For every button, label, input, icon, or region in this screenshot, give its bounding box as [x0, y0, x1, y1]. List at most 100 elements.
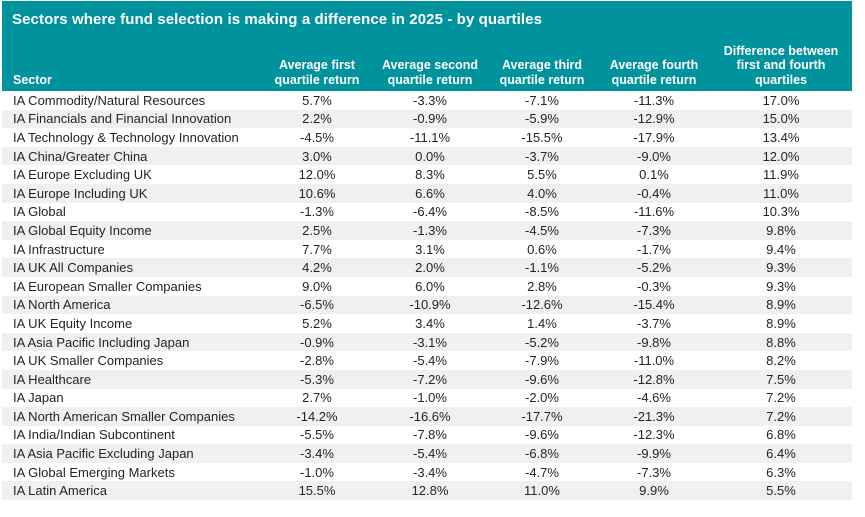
fourth-quartile-cell: 9.9%: [639, 483, 669, 499]
second-quartile-cell: 8.3%: [415, 167, 445, 183]
sector-cell: IA Asia Pacific Excluding Japan: [13, 446, 194, 462]
third-quartile-cell: -9.6%: [525, 427, 559, 443]
column-header-first-quartile: Average first quartile return: [260, 35, 374, 91]
third-quartile-cell: -15.5%: [521, 129, 563, 145]
sector-cell: IA Global Emerging Markets: [13, 464, 175, 480]
column-header-second-quartile: Average second quartile return: [374, 35, 486, 91]
table-row: IA North America -6.5% -10.9% -12.6% -15…: [2, 295, 852, 315]
sector-cell: IA Global: [13, 204, 66, 220]
table-row: IA North American Smaller Companies -14.…: [2, 407, 852, 426]
first-quartile-cell: 10.6%: [298, 185, 336, 201]
fourth-quartile-cell: -11.6%: [633, 204, 675, 220]
table-row: IA Asia Pacific Excluding Japan -3.4% -5…: [2, 444, 852, 463]
table-row: IA Technology & Technology Innovation -4…: [2, 128, 852, 147]
fourth-quartile-cell: -1.7%: [637, 241, 671, 257]
table-row: IA European Smaller Companies 9.0% 6.0% …: [2, 277, 852, 296]
third-quartile-cell: 5.5%: [527, 167, 557, 183]
table-row: IA Latin America 15.5% 12.8% 11.0% 9.9% …: [2, 481, 852, 501]
first-quartile-cell: 7.7%: [302, 241, 332, 257]
sector-cell: IA European Smaller Companies: [13, 278, 202, 294]
difference-cell: 9.4%: [766, 241, 796, 257]
difference-cell: 9.3%: [766, 260, 796, 276]
table-row: IA Commodity/Natural Resources 5.7% -3.3…: [2, 91, 852, 110]
fourth-quartile-cell: -12.8%: [633, 371, 675, 387]
third-quartile-cell: 0.6%: [527, 241, 557, 257]
first-quartile-cell: -5.5%: [300, 427, 334, 443]
third-quartile-cell: -5.2%: [525, 334, 559, 350]
third-quartile-cell: -7.9%: [525, 353, 559, 369]
fourth-quartile-cell: -7.3%: [637, 222, 671, 238]
table-row: IA Europe Excluding UK 12.0% 8.3% 5.5% 0…: [2, 165, 852, 184]
difference-cell: 9.8%: [766, 222, 796, 238]
difference-cell: 8.9%: [766, 315, 796, 331]
sector-cell: IA China/Greater China: [13, 148, 148, 164]
fourth-quartile-cell: -0.3%: [637, 278, 671, 294]
sector-cell: IA Japan: [13, 390, 64, 406]
difference-cell: 7.5%: [766, 371, 796, 387]
third-quartile-cell: 2.8%: [527, 278, 557, 294]
sector-cell: IA UK Equity Income: [13, 315, 133, 331]
first-quartile-cell: 2.2%: [302, 111, 332, 127]
fourth-quartile-cell: -15.4%: [633, 297, 675, 313]
fourth-quartile-cell: -9.9%: [637, 446, 671, 462]
table-row: IA India/Indian Subcontinent -5.5% -7.8%…: [2, 426, 852, 445]
third-quartile-cell: 11.0%: [524, 483, 560, 499]
third-quartile-cell: -8.5%: [525, 204, 559, 220]
fourth-quartile-cell: -9.0%: [637, 148, 671, 164]
third-quartile-cell: -7.1%: [525, 92, 559, 108]
sector-cell: IA North American Smaller Companies: [13, 408, 235, 424]
first-quartile-cell: 2.7%: [302, 390, 332, 406]
fourth-quartile-cell: -12.9%: [633, 111, 675, 127]
header-row: Sector Average first quartile return Ave…: [2, 35, 852, 91]
second-quartile-cell: -11.1%: [409, 129, 451, 145]
first-quartile-cell: -4.5%: [300, 129, 334, 145]
table-row: IA Infrastructure 7.7% 3.1% 0.6% -1.7% 9…: [2, 240, 852, 259]
third-quartile-cell: -6.8%: [525, 446, 559, 462]
fourth-quartile-cell: -17.9%: [633, 129, 675, 145]
table-row: IA UK All Companies 4.2% 2.0% -1.1% -5.2…: [2, 258, 852, 277]
third-quartile-cell: -17.7%: [521, 408, 563, 424]
quartile-returns-table: Sector Average first quartile return Ave…: [2, 35, 852, 501]
difference-cell: 8.9%: [766, 297, 796, 313]
first-quartile-cell: -0.9%: [300, 334, 334, 350]
sector-cell: IA North America: [13, 297, 111, 313]
third-quartile-cell: -1.1%: [525, 260, 559, 276]
column-header-sector: Sector: [2, 35, 260, 91]
sector-cell: IA Europe Excluding UK: [13, 167, 152, 183]
fourth-quartile-cell: -11.3%: [633, 92, 675, 108]
third-quartile-cell: -4.7%: [525, 464, 559, 480]
table-row: IA China/Greater China 3.0% 0.0% -3.7% -…: [2, 146, 852, 166]
second-quartile-cell: -0.9%: [413, 111, 447, 127]
first-quartile-cell: -1.3%: [300, 204, 334, 220]
difference-cell: 11.9%: [763, 167, 799, 183]
first-quartile-cell: 2.5%: [302, 222, 332, 238]
difference-cell: 8.8%: [766, 334, 796, 350]
difference-cell: 10.3%: [762, 204, 800, 220]
first-quartile-cell: 15.5%: [298, 483, 336, 499]
difference-cell: 9.3%: [766, 278, 796, 294]
first-quartile-cell: 4.2%: [302, 260, 332, 276]
second-quartile-cell: -3.4%: [413, 464, 447, 480]
table-row: IA Asia Pacific Including Japan -0.9% -3…: [2, 332, 852, 352]
second-quartile-cell: 3.4%: [415, 315, 445, 331]
table-row: IA UK Smaller Companies -2.8% -5.4% -7.9…: [2, 351, 852, 370]
quartile-table-panel: Sectors where fund selection is making a…: [2, 1, 852, 501]
second-quartile-cell: -5.4%: [413, 353, 447, 369]
difference-cell: 12.0%: [762, 148, 800, 164]
third-quartile-cell: -4.5%: [525, 222, 559, 238]
difference-cell: 7.2%: [766, 390, 796, 406]
second-quartile-cell: 6.0%: [415, 278, 445, 294]
fourth-quartile-cell: -0.4%: [637, 185, 671, 201]
table-body: IA Commodity/Natural Resources 5.7% -3.3…: [2, 91, 852, 501]
first-quartile-cell: 9.0%: [302, 278, 332, 294]
second-quartile-cell: -1.0%: [413, 390, 447, 406]
table-row: IA Europe Including UK 10.6% 6.6% 4.0% -…: [2, 183, 852, 203]
sector-cell: IA Latin America: [13, 483, 107, 499]
first-quartile-cell: -5.3%: [300, 371, 334, 387]
table-row: IA Healthcare -5.3% -7.2% -9.6% -12.8% 7…: [2, 369, 852, 389]
fourth-quartile-cell: 0.1%: [639, 167, 669, 183]
difference-cell: 15.0%: [762, 111, 800, 127]
table-row: IA UK Equity Income 5.2% 3.4% 1.4% -3.7%…: [2, 314, 852, 333]
first-quartile-cell: 3.0%: [302, 148, 332, 164]
second-quartile-cell: -1.3%: [413, 222, 447, 238]
